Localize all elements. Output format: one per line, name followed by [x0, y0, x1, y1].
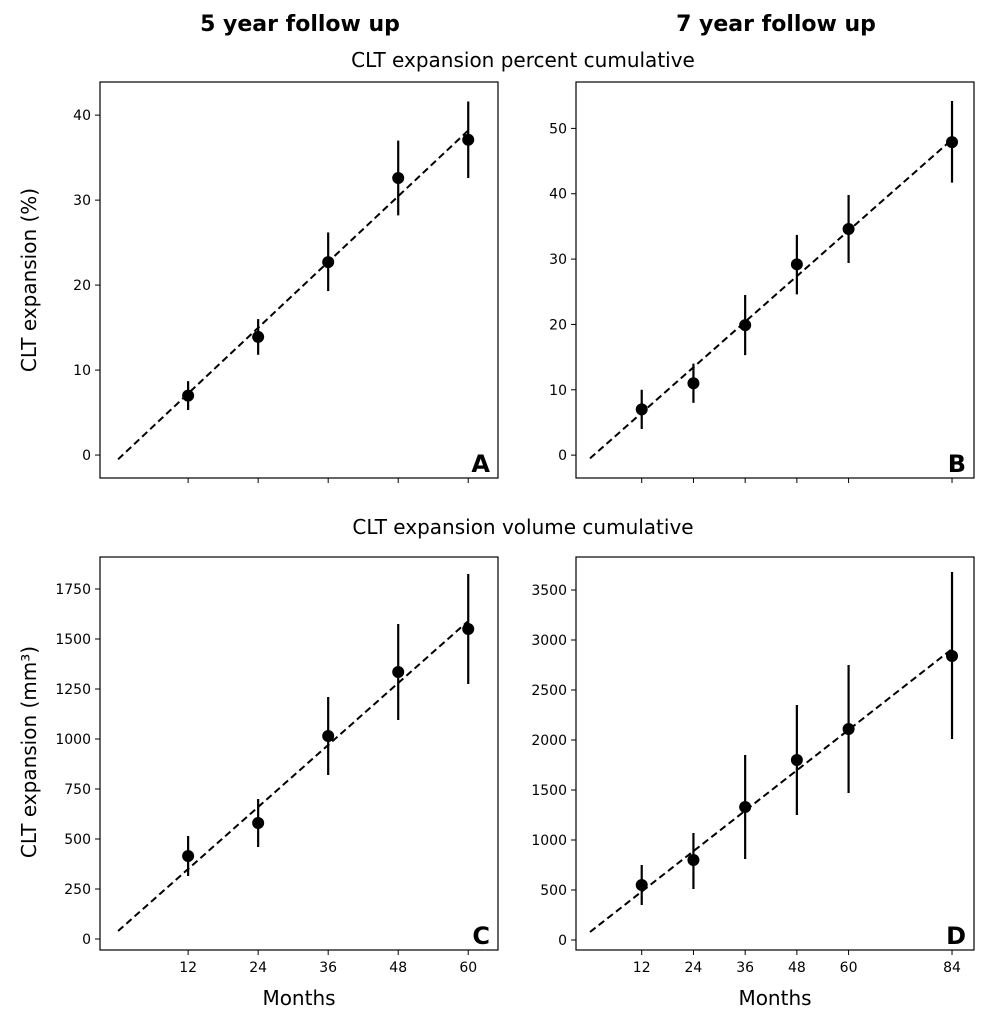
data-point	[739, 319, 752, 332]
panel-B: 0 10 20 30 40 50 B	[549, 81, 975, 483]
data-point	[392, 172, 405, 185]
x-tick-label: 48	[788, 960, 806, 976]
axes-frame	[575, 81, 975, 479]
y-tick-label: 1750	[55, 582, 91, 598]
data-point	[252, 817, 265, 829]
x-tick-label: 12	[179, 960, 197, 976]
data-point	[842, 723, 855, 735]
x-tick-label: 48	[389, 960, 407, 976]
panel-letter: D	[946, 922, 966, 950]
panel-letter: B	[948, 450, 966, 478]
y-tick-label: 250	[64, 882, 91, 898]
data-point	[182, 389, 195, 402]
x-tick-label: 60	[459, 960, 477, 976]
column-title-5yr: 5 year follow up	[200, 12, 400, 37]
y-tick-label: 1500	[55, 632, 91, 648]
y-tick-label: 10	[549, 383, 567, 399]
data-point	[635, 879, 648, 891]
data-point	[790, 258, 803, 271]
data-point	[739, 801, 752, 813]
axes-frame	[99, 556, 499, 951]
data-point	[462, 133, 475, 146]
x-tick-label: 24	[685, 960, 703, 976]
y-tick-label: 0	[82, 932, 91, 948]
row-title-percent: CLT expansion percent cumulative	[351, 48, 695, 72]
row-title-volume: CLT expansion volume cumulative	[352, 515, 693, 539]
column-title-7yr: 7 year follow up	[676, 12, 876, 37]
y-tick-label: 40	[73, 108, 91, 124]
ylabel-percent: CLT expansion (%)	[17, 188, 41, 372]
x-tick-label: 36	[736, 960, 754, 976]
y-tick-label: 2000	[531, 733, 567, 749]
data-point	[687, 854, 700, 866]
axes-frame	[575, 556, 975, 951]
y-tick-label: 2500	[531, 683, 567, 699]
x-tick-label: 12	[633, 960, 651, 976]
y-tick-label: 1250	[55, 682, 91, 698]
fit-line	[117, 620, 469, 932]
data-point	[252, 330, 265, 343]
panel-letter: C	[472, 922, 490, 950]
y-tick-label: 50	[549, 121, 567, 137]
xlabel-left: Months	[262, 986, 335, 1010]
panel-C: 0 250 500 750 1000 1250 1500 1750 12 24 36 48 60 C	[55, 556, 499, 976]
x-tick-label: 24	[249, 960, 267, 976]
fit-line	[117, 129, 469, 461]
x-tick-label: 84	[943, 960, 961, 976]
xlabel-right: Months	[738, 986, 811, 1010]
data-point	[462, 623, 475, 635]
y-tick-label: 750	[64, 782, 91, 798]
y-tick-label: 0	[82, 448, 91, 464]
data-point	[946, 136, 959, 149]
data-point	[946, 650, 959, 662]
x-tick-label: 60	[840, 960, 858, 976]
data-point	[182, 850, 195, 862]
y-tick-label: 40	[549, 187, 567, 203]
data-point	[790, 754, 803, 766]
y-tick-label: 1000	[531, 833, 567, 849]
y-tick-label: 1500	[531, 783, 567, 799]
y-tick-label: 1000	[55, 732, 91, 748]
data-point	[842, 223, 855, 236]
panel-letter: A	[471, 450, 490, 478]
data-point	[322, 256, 335, 269]
axes-frame	[99, 81, 499, 479]
y-tick-label: 20	[73, 278, 91, 294]
data-point	[392, 666, 405, 678]
ylabel-volume: CLT expansion (mm³)	[17, 646, 41, 858]
y-tick-label: 30	[549, 252, 567, 268]
y-tick-label: 3000	[531, 633, 567, 649]
fit-line	[589, 138, 953, 460]
y-tick-label: 3500	[531, 583, 567, 599]
y-tick-label: 500	[540, 883, 567, 899]
panel-A: 0 10 20 30 40 A	[73, 81, 499, 483]
y-tick-label: 20	[549, 317, 567, 333]
data-point	[322, 730, 335, 742]
x-tick-label: 36	[319, 960, 337, 976]
y-tick-label: 500	[64, 832, 91, 848]
y-tick-label: 30	[73, 193, 91, 209]
data-point	[635, 403, 648, 416]
y-tick-label: 10	[73, 363, 91, 379]
y-tick-label: 0	[558, 448, 567, 464]
data-point	[687, 377, 700, 390]
panel-D: 0 500 1000 1500 2000 2500 3000 3500 12 24 36 48 60 84…	[531, 556, 975, 976]
y-tick-label: 0	[558, 933, 567, 949]
